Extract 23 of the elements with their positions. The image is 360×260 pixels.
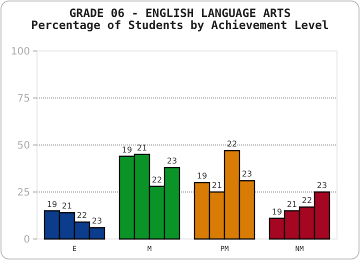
series-label: 21 (62, 202, 72, 211)
text: 21 (212, 181, 222, 190)
text: 23 (316, 181, 328, 190)
text: 21 (286, 200, 298, 209)
y-tick-label: 0 (24, 234, 30, 246)
text: 23 (166, 156, 178, 166)
series-label: 22 (76, 211, 88, 220)
text: 19 (272, 207, 282, 216)
text: 21 (136, 143, 148, 152)
text: 22 (302, 196, 312, 206)
text: 23 (242, 170, 252, 179)
y-tick-label: 75 (17, 94, 30, 104)
text: 19 (196, 172, 208, 181)
text: 22 (152, 175, 162, 184)
chart-subtitle: Percentage of Students by Achievement Level (31, 18, 329, 32)
chart-title: GRADE 06 - ENGLISH LANGUAGE ARTS (69, 6, 291, 20)
series-label: 19 (46, 200, 58, 209)
series-label: 23 (92, 216, 102, 226)
text: 22 (226, 140, 238, 149)
text: 19 (122, 145, 132, 154)
y-tick-label: 50 (17, 140, 30, 152)
y-tick-label: 25 (17, 188, 30, 198)
y-tick-label: 100 (10, 46, 30, 58)
